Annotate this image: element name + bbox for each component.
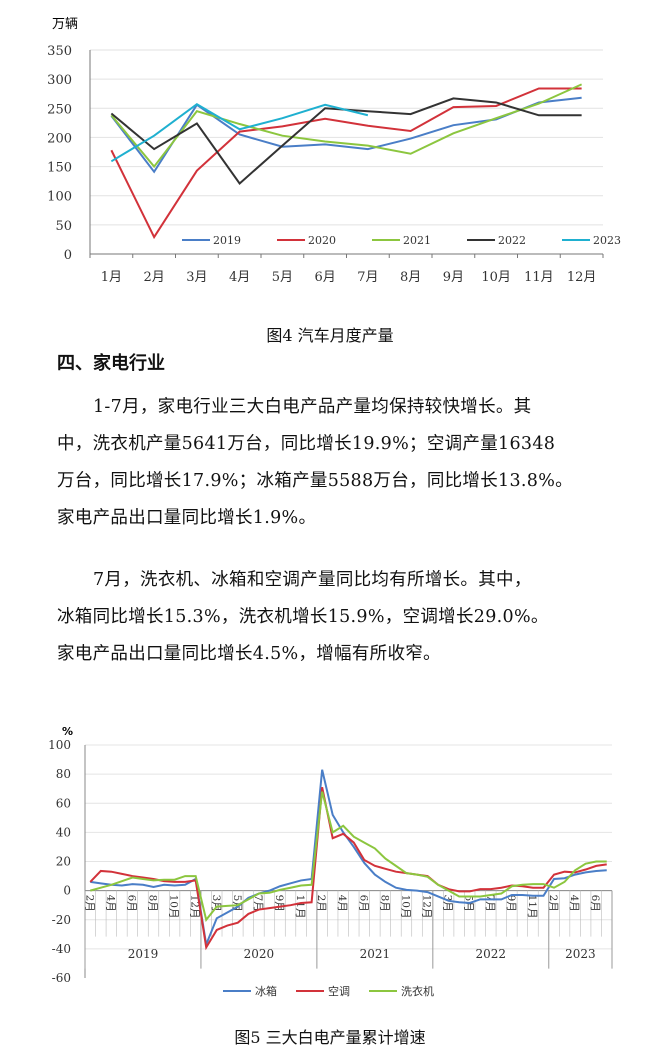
x-tick-label: 7月	[357, 270, 378, 285]
y-tick-label: 250	[47, 102, 72, 117]
x-tick-label: 12月	[567, 270, 597, 285]
text-line: 万台，同比增长17.9%；冰箱产量5588万台，同比增长13.8%。	[57, 471, 573, 491]
month-label: 4月	[336, 895, 348, 912]
year-label: 2020	[244, 947, 275, 961]
y-tick-label: -20	[52, 913, 71, 927]
month-label: 12月	[421, 895, 433, 919]
legend-label: 2020	[308, 234, 336, 247]
y-tick-label: 60	[56, 796, 71, 810]
month-label: 2月	[315, 895, 327, 912]
month-label: 6月	[589, 895, 601, 912]
legend-label: 2023	[593, 234, 621, 247]
month-label: 5月	[231, 895, 243, 912]
paragraph-2: 7月，洗衣机、冰箱和空调产量同比均有所增长。其中， 冰箱同比增长15.3%，洗衣…	[57, 562, 617, 673]
y-tick-label: 150	[47, 161, 72, 176]
month-label: 11月	[526, 895, 538, 919]
y-axis-unit: %	[62, 725, 73, 738]
x-tick-label: 5月	[272, 270, 293, 285]
y-tick-label: 350	[47, 44, 72, 59]
x-tick-label: 9月	[443, 270, 464, 285]
y-tick-label: 300	[47, 73, 72, 88]
legend-label: 2022	[498, 234, 526, 247]
y-tick-label: 100	[48, 738, 71, 752]
text-line: 7月，洗衣机、冰箱和空调产量同比均有所增长。其中，	[93, 570, 532, 590]
month-label: 7月	[484, 895, 496, 912]
month-label: 11月	[294, 895, 306, 919]
year-label: 2022	[476, 947, 507, 961]
y-tick-label: -40	[52, 942, 71, 956]
legend-label: 冰箱	[255, 984, 277, 998]
month-label: 5月	[463, 895, 475, 912]
y-tick-label: 0	[64, 248, 72, 263]
legend-label: 2019	[213, 234, 241, 247]
month-label: 12月	[189, 895, 201, 919]
year-label: 2021	[360, 947, 391, 961]
y-tick-label: 0	[63, 884, 71, 898]
x-tick-label: 3月	[186, 270, 207, 285]
y-axis-unit: 万辆	[52, 17, 78, 32]
text-line: 1-7月，家电行业三大白电产品产量均保持较快增长。其	[93, 397, 532, 417]
text-line: 中，洗衣机产量5641万台，同比增长19.9%；空调产量16348	[57, 434, 556, 454]
month-label: 8月	[378, 895, 390, 912]
y-tick-label: 200	[47, 131, 72, 146]
figure5-caption: 图5 三大白电产量累计增速	[234, 1028, 426, 1047]
month-label: 9月	[273, 895, 285, 912]
month-label: 6月	[357, 895, 369, 912]
section-heading: 四、家电行业	[57, 353, 165, 374]
y-tick-label: 80	[56, 767, 71, 781]
month-label: 6月	[125, 895, 137, 912]
series-line-2022	[110, 97, 582, 185]
car-production-chart: 万辆 0 50 100 150 200 250 300 350 1月 2月 3月 4月 5月 6月 7月 8月 9…	[47, 17, 621, 285]
year-label: 2019	[128, 947, 159, 961]
series-line-洗衣机	[90, 791, 607, 922]
month-label: 4月	[568, 895, 580, 912]
month-label: 2月	[547, 895, 559, 912]
y-tick-label: 50	[55, 219, 72, 234]
month-label: 8月	[147, 895, 159, 912]
legend-label: 洗衣机	[401, 984, 434, 998]
series-line-2020	[110, 87, 582, 240]
legend-label: 空调	[328, 984, 350, 998]
month-label: 3月	[442, 895, 454, 912]
text-line: 家电产品出口量同比增长1.9%。	[57, 508, 317, 528]
y-tick-label: 40	[56, 825, 71, 839]
x-tick-label: 4月	[229, 270, 250, 285]
text-line: 家电产品出口量同比增长4.5%，增幅有所收窄。	[57, 644, 441, 664]
text-line: 冰箱同比增长15.3%，洗衣机增长15.9%，空调增长29.0%。	[57, 607, 549, 627]
month-label: 4月	[104, 895, 116, 912]
paragraph-1: 1-7月，家电行业三大白电产品产量均保持较快增长。其 中，洗衣机产量5641万台…	[57, 389, 617, 537]
y-tick-label: 100	[47, 190, 72, 205]
month-label: 10月	[168, 895, 180, 919]
y-tick-label: 20	[56, 855, 71, 869]
month-label: 9月	[505, 895, 517, 912]
x-tick-label: 8月	[400, 270, 421, 285]
y-tick-label: -60	[52, 971, 71, 985]
series-line-2021	[110, 83, 583, 169]
legend-label: 2021	[403, 234, 431, 247]
month-label: 10月	[399, 895, 411, 919]
figure4-caption: 图4 汽车月度产量	[266, 326, 394, 345]
series-line-2023	[110, 103, 369, 163]
month-label: 3月	[210, 895, 222, 912]
month-label: 2月	[83, 895, 95, 912]
x-tick-label: 6月	[314, 270, 335, 285]
month-label: 7月	[252, 895, 264, 912]
x-tick-label: 2月	[143, 270, 164, 285]
x-tick-label: 11月	[524, 270, 554, 285]
x-tick-label: 1月	[101, 270, 122, 285]
series-line-空调	[89, 787, 607, 951]
series-line-冰箱	[90, 769, 607, 949]
year-label: 2023	[565, 947, 596, 961]
x-tick-label: 10月	[481, 270, 511, 285]
